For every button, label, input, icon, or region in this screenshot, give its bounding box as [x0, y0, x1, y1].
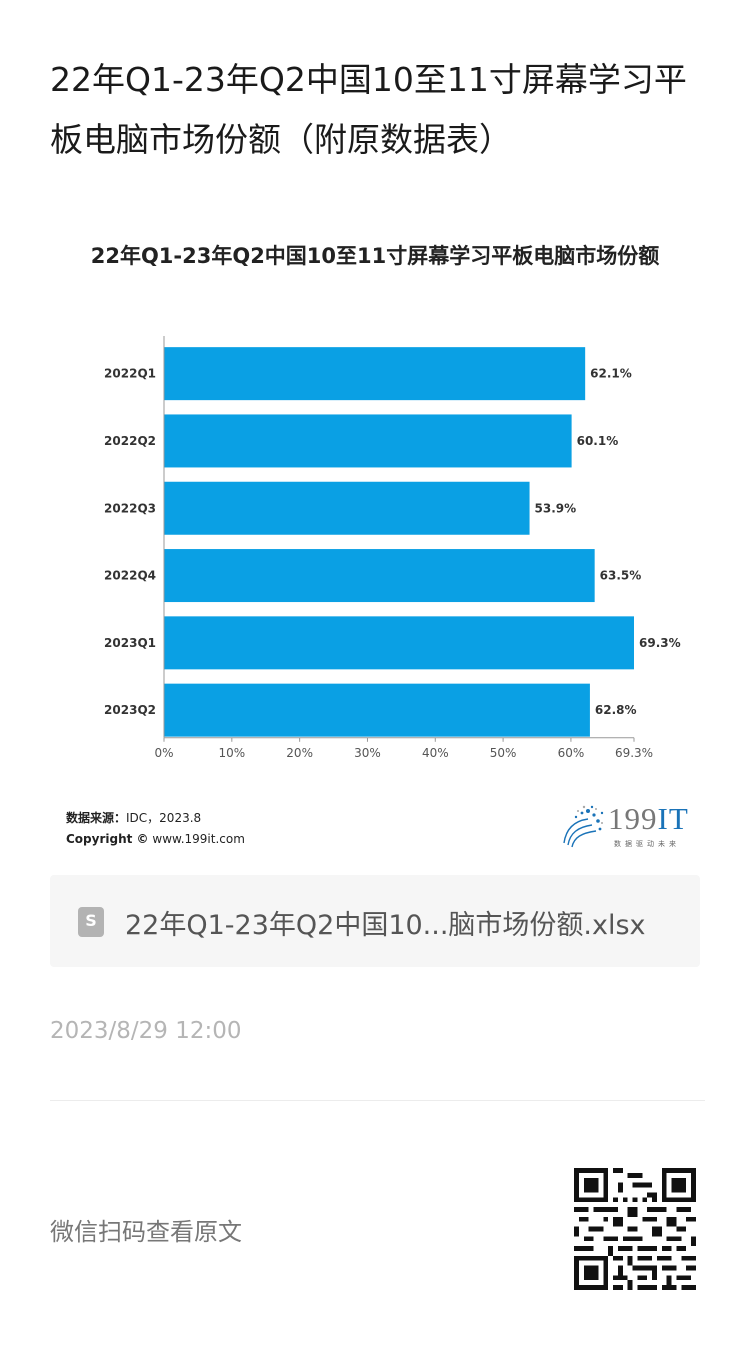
chart-title: 22年Q1-23年Q2中国10至11寸屏幕学习平板电脑市场份额: [90, 244, 660, 268]
x-tick-label: 50%: [490, 746, 517, 760]
bar-2023Q2: [164, 683, 590, 737]
bar-2022Q3: [164, 481, 530, 535]
source-text: IDC，2023.8: [126, 811, 202, 825]
logo-tagline: 数据驱动未来: [614, 840, 680, 848]
category-label-2022Q3: 2022Q3: [104, 501, 156, 515]
logo-text-it: IT: [657, 801, 689, 836]
bar-2022Q2: [164, 414, 572, 468]
category-label-2022Q1: 2022Q1: [104, 367, 156, 381]
value-label-2022Q4: 63.5%: [600, 569, 642, 583]
x-tick-label: 40%: [422, 746, 449, 760]
category-label-2022Q2: 2022Q2: [104, 434, 156, 448]
source-label: 数据来源：: [66, 811, 127, 825]
value-label-2022Q2: 60.1%: [577, 434, 619, 448]
logo-mark-icon: [563, 805, 604, 848]
divider: [50, 1100, 705, 1101]
x-tick-label: 20%: [286, 746, 313, 760]
qr-code-icon[interactable]: [574, 1168, 696, 1290]
value-label-2023Q2: 62.8%: [595, 703, 637, 717]
category-label-2022Q4: 2022Q4: [104, 569, 156, 583]
file-icon-letter: S: [85, 911, 97, 930]
file-name: 22年Q1-23年Q2中国10...脑市场份额.xlsx: [125, 910, 646, 941]
value-label-2023Q1: 69.3%: [639, 636, 681, 650]
bar-2022Q4: [164, 549, 595, 603]
spreadsheet-icon: S: [78, 907, 104, 937]
bar-chart: 2022Q1 62.1% 2022Q2 60.1% 2022Q3 53.9% 2022Q4 6…: [104, 336, 681, 760]
copyright-label: Copyright ©: [66, 832, 149, 846]
value-label-2022Q3: 53.9%: [535, 501, 577, 515]
x-tick-label: 60%: [558, 746, 585, 760]
copyright-text: www.199it.com: [152, 832, 245, 846]
attachment-file-card[interactable]: S 22年Q1-23年Q2中国10...脑市场份额.xlsx: [50, 875, 700, 967]
post-date: 2023/8/29 12:00: [50, 1018, 242, 1044]
x-tick-label: 0%: [154, 746, 173, 760]
x-tick-label: 30%: [354, 746, 381, 760]
x-tick-label: 10%: [218, 746, 245, 760]
bar-2023Q1: [164, 616, 634, 670]
scan-hint: 微信扫码查看原文: [50, 1218, 242, 1246]
logo-text-num: 199: [608, 801, 658, 836]
value-label-2022Q1: 62.1%: [590, 367, 632, 381]
logo-text: 199IT: [608, 801, 689, 837]
199it-logo: 199IT 数据驱动未来: [558, 801, 698, 851]
article-title: 22年Q1-23年Q2中国10至11寸屏幕学习平板电脑市场份额（附原数据表）: [50, 60, 687, 159]
data-source: 数据来源：IDC，2023.8 Copyright © www.199it.co…: [66, 808, 245, 850]
category-label-2023Q1: 2023Q1: [104, 636, 156, 650]
category-label-2023Q2: 2023Q2: [104, 703, 156, 717]
bar-2022Q1: [164, 347, 586, 401]
x-tick-label: 69.3%: [615, 746, 653, 760]
